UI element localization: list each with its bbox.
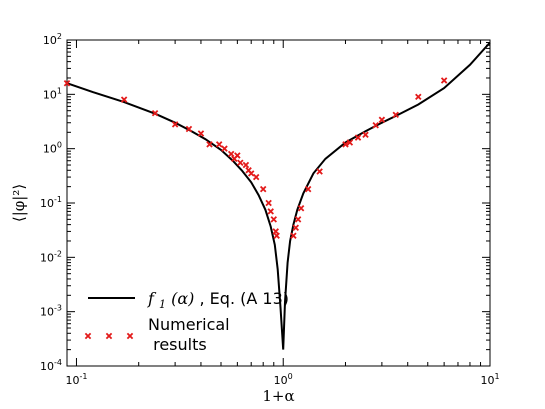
y-tick-label: 100 [43, 141, 62, 156]
data-point-marker [234, 152, 241, 159]
data-point-marker [171, 121, 179, 128]
legend-label-f1: f 1 (α) , Eq. (A 13) [147, 289, 289, 312]
legend-marker [105, 332, 113, 340]
data-point-marker [63, 80, 71, 87]
y-tick-label: 101 [43, 86, 62, 101]
data-point-marker [440, 77, 448, 84]
data-point-marker [304, 185, 312, 193]
data-point-marker [247, 170, 255, 177]
plot-frame [66, 39, 491, 367]
series-markers-numerical [63, 77, 448, 239]
y-tick-label: 10-1 [40, 195, 62, 210]
data-point-marker [273, 232, 280, 239]
legend-marker-swatch [84, 332, 134, 340]
x-tick-label: 100 [274, 372, 293, 387]
data-point-marker [206, 141, 213, 148]
legend: f 1 (α) , Eq. (A 13) Numerical results [84, 289, 289, 354]
legend-marker [84, 332, 92, 340]
data-point-marker [354, 134, 362, 141]
data-point-marker [270, 216, 278, 223]
data-point-marker [221, 145, 228, 152]
x-tick-label: 101 [480, 372, 499, 387]
data-point-marker [151, 109, 159, 117]
legend-label-numerical-line1: Numerical [148, 315, 230, 334]
data-point-marker [415, 93, 422, 101]
tick-labels: 10-1 100 101 10-4 10-3 10-2 10-1 100 101 102 [40, 32, 500, 387]
data-point-marker [120, 96, 128, 103]
data-point-marker [267, 208, 274, 215]
data-point-marker [237, 159, 244, 167]
data-point-marker [197, 130, 205, 137]
x-axis-label: 1+α [262, 387, 294, 405]
data-point-marker [342, 141, 349, 148]
data-point-marker [215, 141, 223, 148]
y-tick-label: 10-3 [40, 304, 62, 319]
y-axis-label: ⟨|φ|²⟩ [10, 184, 28, 222]
data-point-marker [297, 205, 305, 212]
data-point-marker [290, 232, 297, 239]
y-tick-label: 10-2 [40, 249, 62, 264]
data-point-marker [272, 228, 279, 235]
data-point-marker [265, 199, 272, 207]
legend-subscript: 1 [159, 298, 166, 311]
y-tick-label: 102 [43, 32, 62, 47]
data-point-marker [259, 185, 267, 193]
data-point-marker [392, 111, 399, 119]
data-point-marker [362, 131, 369, 139]
data-point-marker [242, 161, 250, 169]
y-tick-label: 10-4 [40, 358, 62, 373]
legend-label-numerical-line2: results [148, 335, 207, 354]
data-point-marker [185, 125, 193, 133]
legend-func: f [147, 289, 157, 308]
data-point-marker [252, 173, 260, 181]
data-point-marker [378, 116, 386, 124]
x-tick-label: 10-1 [65, 372, 87, 387]
data-point-marker [292, 224, 300, 232]
legend-arg: (α) [171, 289, 194, 308]
legend-marker [126, 332, 134, 340]
axis-ticks [67, 39, 491, 367]
legend-rest: , Eq. (A 13) [200, 289, 289, 308]
data-point-marker [316, 168, 323, 175]
data-point-marker [294, 216, 302, 223]
data-point-marker [227, 150, 235, 158]
data-point-marker [372, 121, 379, 129]
data-point-marker [346, 139, 354, 146]
